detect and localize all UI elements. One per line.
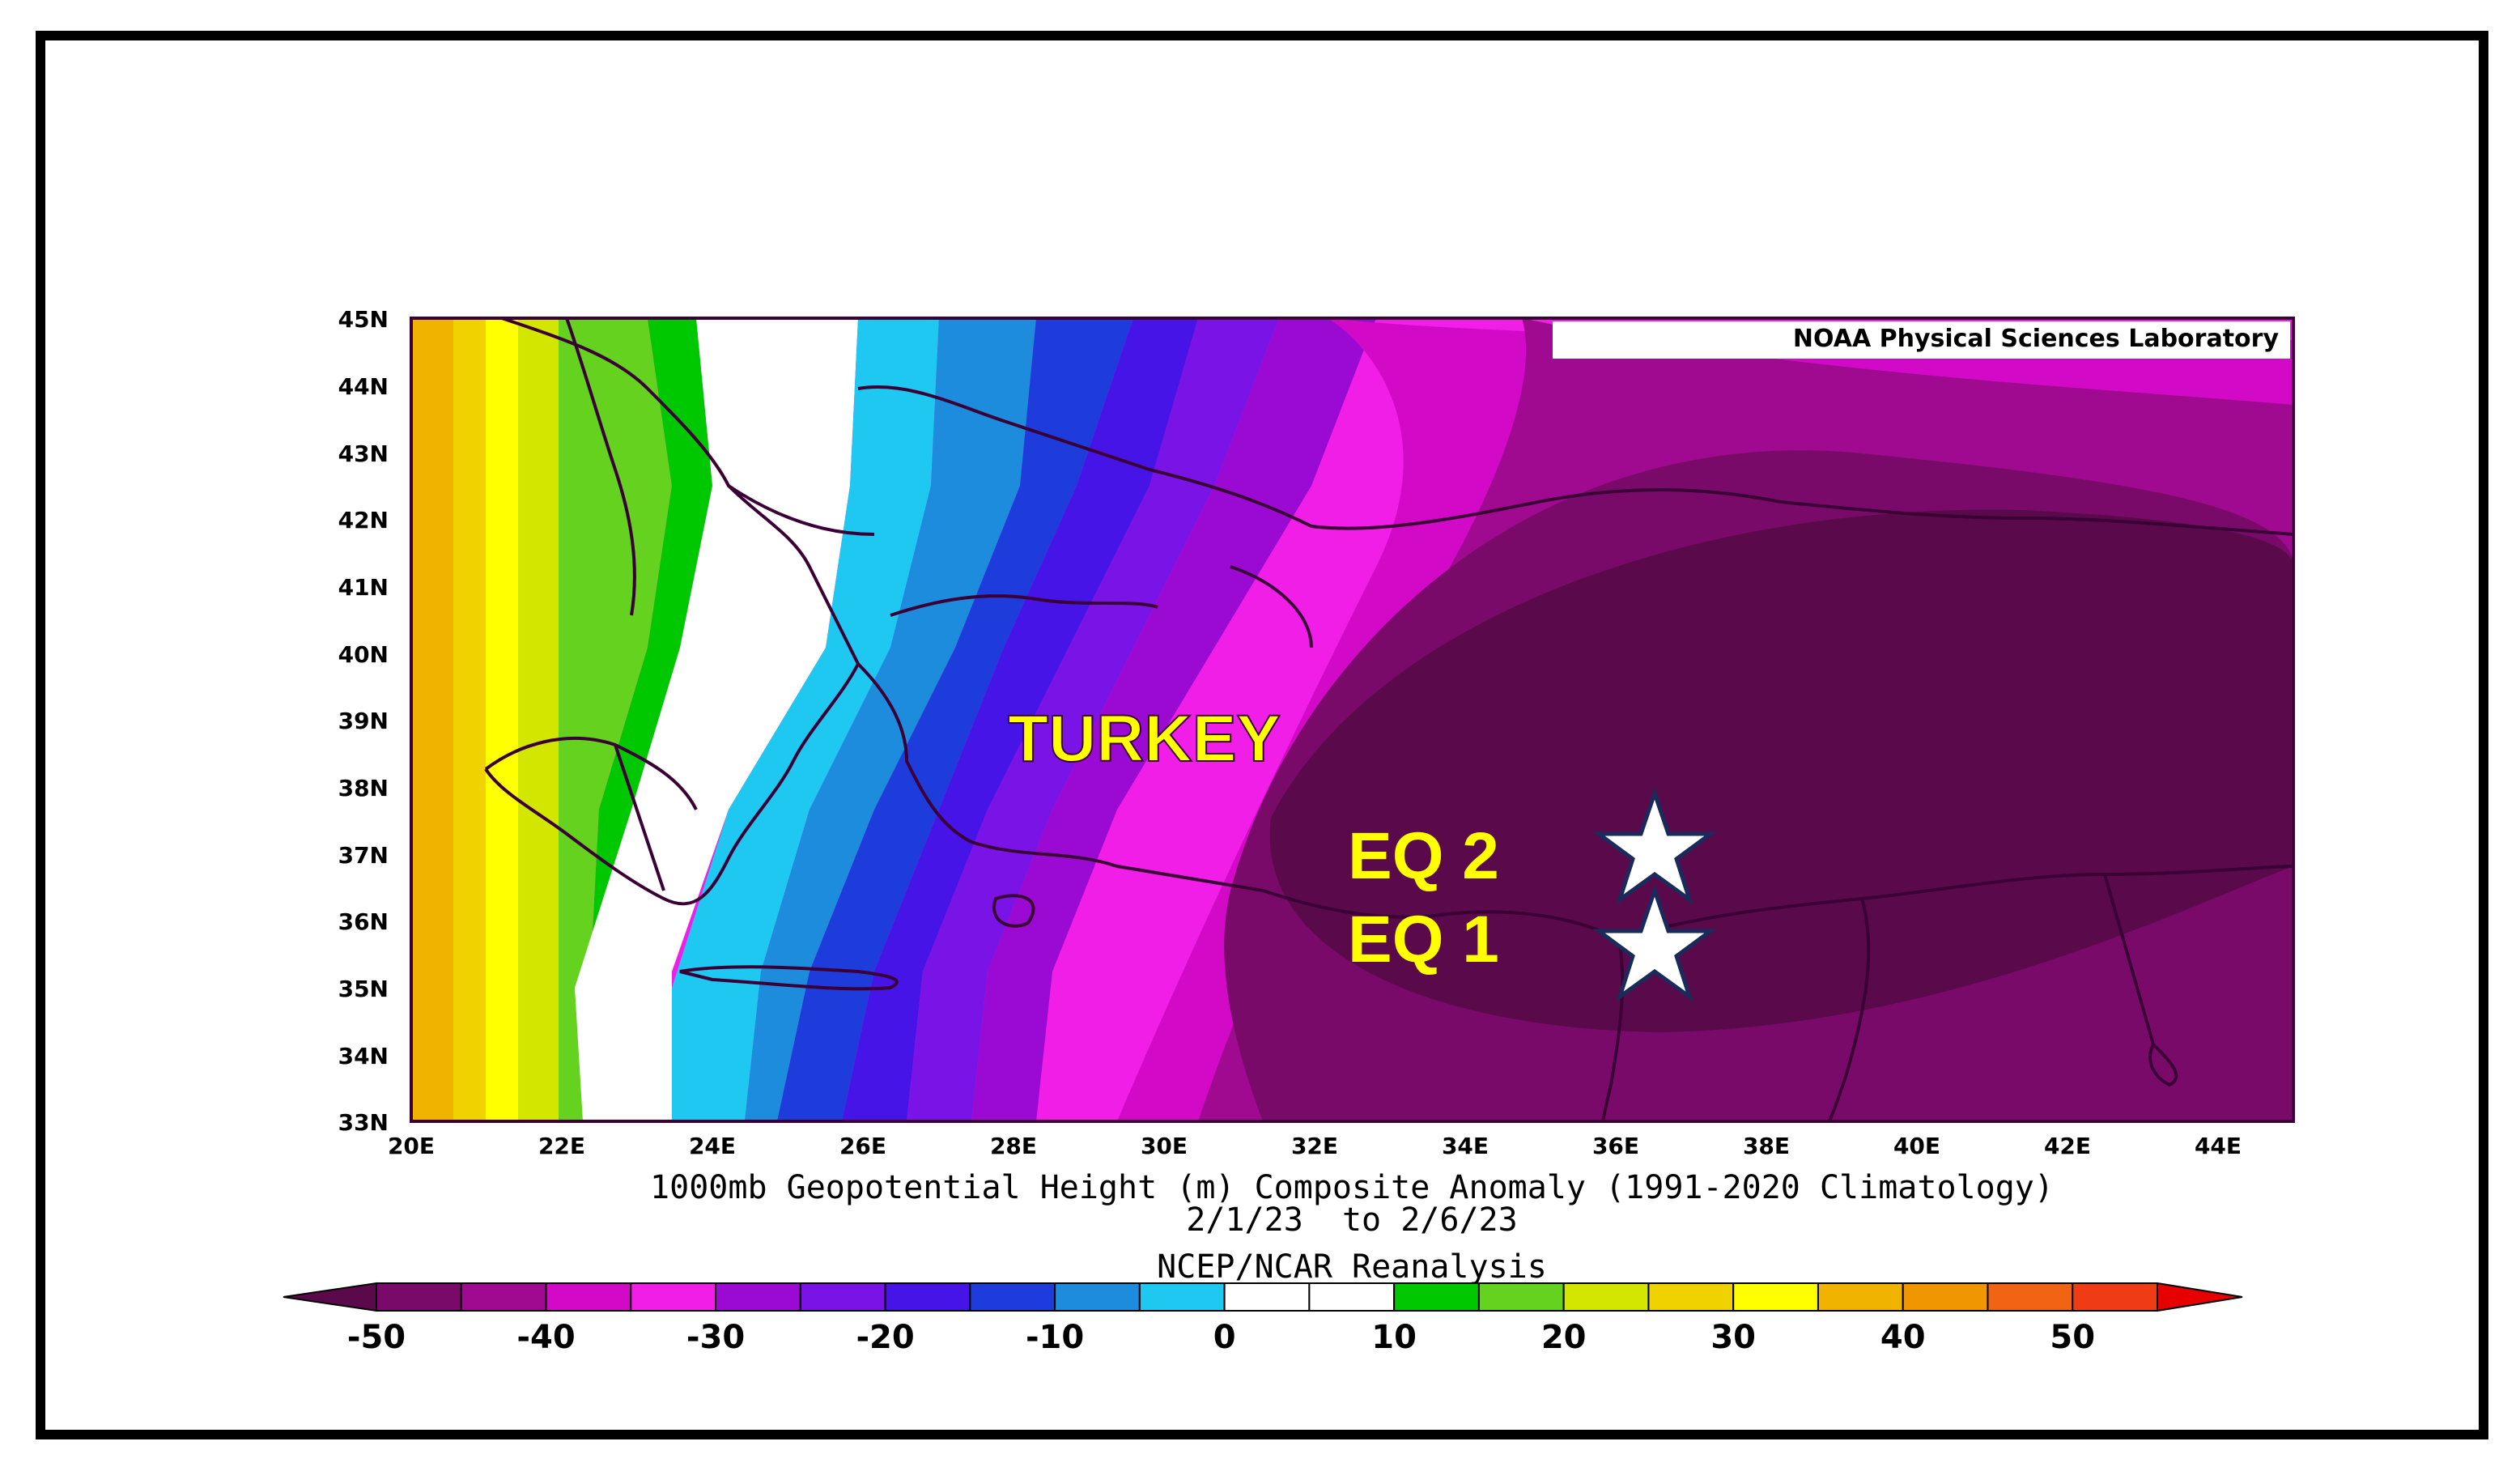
lat-tick-label: 43N — [338, 440, 389, 467]
caption-dates: 2/1/23 to 2/6/23 — [1186, 1201, 1517, 1239]
colorbar-swatch — [1138, 1282, 1226, 1312]
lat-tick-label: 38N — [338, 775, 389, 802]
lat-tick-label: 33N — [338, 1109, 389, 1136]
colorbar-tick-label: 0 — [1213, 1319, 1236, 1356]
colorbar-end-high — [2157, 1282, 2243, 1312]
lon-tick-label: 42E — [2044, 1133, 2091, 1159]
colorbar-tick-label: -10 — [1026, 1319, 1084, 1356]
map-frame — [410, 317, 2295, 1123]
lon-tick-label: 38E — [1743, 1133, 1790, 1159]
lat-tick-label: 45N — [338, 306, 389, 333]
colorbar-swatch — [1732, 1282, 1819, 1312]
star-icon — [1592, 884, 1717, 1002]
lat-tick-label: 37N — [338, 842, 389, 869]
colorbar-swatch — [2072, 1282, 2158, 1312]
colorbar-tick-label: 30 — [1710, 1319, 1756, 1356]
colorbar-swatch — [545, 1282, 632, 1312]
colorbar-tick-label: -40 — [516, 1319, 575, 1356]
coastlines — [484, 318, 2293, 1121]
lon-tick-label: 30E — [1141, 1133, 1188, 1159]
colorbar-swatch — [884, 1282, 971, 1312]
colorbar-swatch — [1054, 1282, 1141, 1312]
colorbar-swatch — [460, 1282, 547, 1312]
lat-tick-label: 44N — [338, 373, 389, 400]
lat-axis: 45N 44N 43N 42N 41N 40N 39N 38N 37N 36N … — [338, 306, 389, 1136]
colorbar-swatch — [715, 1282, 801, 1312]
colorbar-swatch — [1817, 1282, 1904, 1312]
caption-source: NCEP/NCAR Reanalysis — [1157, 1248, 1547, 1286]
lat-tick-label: 40N — [338, 641, 389, 668]
lon-tick-label: 28E — [990, 1133, 1037, 1159]
lon-tick-label: 34E — [1442, 1133, 1489, 1159]
lat-tick-label: 34N — [338, 1043, 389, 1069]
colorbar-tick-label: 10 — [1371, 1319, 1417, 1356]
lon-tick-label: 36E — [1592, 1133, 1639, 1159]
colorbar-swatch — [630, 1282, 717, 1312]
country-label: TURKEY — [1008, 702, 1281, 776]
colorbar-swatch — [1308, 1282, 1396, 1312]
lon-tick-label: 22E — [538, 1133, 585, 1159]
lon-tick-label: 24E — [689, 1133, 736, 1159]
colorbar-swatch — [1477, 1282, 1565, 1312]
colorbar-swatch — [1223, 1282, 1311, 1312]
colorbar-swatch — [1902, 1282, 1989, 1312]
colorbar-swatch — [1987, 1282, 2074, 1312]
colorbar-swatch — [799, 1282, 886, 1312]
colorbar-tick-label: 40 — [1880, 1319, 1926, 1356]
lat-tick-label: 36N — [338, 908, 389, 935]
colorbar-tick-label: -50 — [347, 1319, 406, 1356]
colorbar-swatch — [376, 1282, 462, 1312]
lon-tick-label: 32E — [1291, 1133, 1338, 1159]
credit-label: NOAA Physical Sciences Laboratory — [1793, 325, 2280, 353]
colorbar: -50 -40 -30 -20 -10 0 10 20 30 40 50 — [283, 1282, 2243, 1356]
lat-tick-label: 39N — [338, 708, 389, 734]
colorbar-swatch — [1562, 1282, 1650, 1312]
outer-frame — [36, 31, 2488, 1439]
colorbar-tick-label: 20 — [1541, 1319, 1587, 1356]
colorbar-swatch — [1393, 1282, 1480, 1312]
caption-title: 1000mb Geopotential Height (m) Composite… — [650, 1169, 2054, 1206]
colorbar-tick-label: 50 — [2050, 1319, 2095, 1356]
colorbar-tick-label: -20 — [856, 1319, 914, 1356]
lat-tick-label: 41N — [338, 574, 389, 601]
colorbar-swatch — [1647, 1282, 1735, 1312]
colorbar-end-low — [283, 1282, 377, 1312]
star-icon — [1592, 787, 1717, 905]
lon-axis: 20E 22E 24E 26E 28E 30E 32E 34E 36E 38E … — [388, 1133, 2242, 1159]
lon-tick-label: 44E — [2195, 1133, 2242, 1159]
colorbar-swatch — [969, 1282, 1056, 1312]
marker-label: EQ 1 — [1348, 903, 1499, 976]
lat-tick-label: 42N — [338, 507, 389, 534]
lat-tick-label: 35N — [338, 976, 389, 1002]
marker-label: EQ 2 — [1348, 819, 1499, 893]
lon-tick-label: 20E — [388, 1133, 435, 1159]
lon-tick-label: 26E — [839, 1133, 886, 1159]
colorbar-tick-label: -30 — [686, 1319, 745, 1356]
lon-tick-label: 40E — [1893, 1133, 1940, 1159]
